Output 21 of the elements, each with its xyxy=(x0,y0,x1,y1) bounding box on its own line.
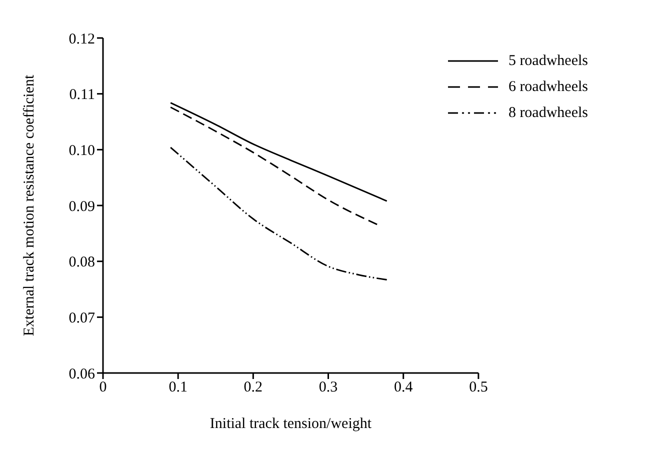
y-axis-title: External track motion resistance coefficient xyxy=(21,74,38,336)
x-tick-label: 0.2 xyxy=(244,380,263,396)
legend-label: 6 roadwheels xyxy=(508,78,588,96)
legend-label: 5 roadwheels xyxy=(508,52,588,70)
x-tick-label: 0.5 xyxy=(469,380,488,396)
y-tick-label: 0.12 xyxy=(68,31,95,48)
line-series xyxy=(170,106,378,226)
y-tick-label: 0.09 xyxy=(68,198,95,215)
x-tick-label: 0.1 xyxy=(168,380,188,396)
y-tick-label: 0.07 xyxy=(68,310,96,326)
line-series xyxy=(170,102,388,202)
x-tick-label: 0.4 xyxy=(394,380,414,396)
legend-label: 8 roadwheels xyxy=(508,104,588,122)
y-tick-label: 0.06 xyxy=(68,366,96,382)
y-tick-label: 0.10 xyxy=(68,142,95,159)
y-tick-label: 0.11 xyxy=(69,87,95,104)
line-series xyxy=(170,146,388,281)
x-tick-label: 0 xyxy=(99,380,107,396)
x-tick-label: 0.3 xyxy=(318,380,338,396)
x-axis-title: Initial track tension/weight xyxy=(210,416,372,432)
y-tick-label: 0.08 xyxy=(68,254,95,271)
